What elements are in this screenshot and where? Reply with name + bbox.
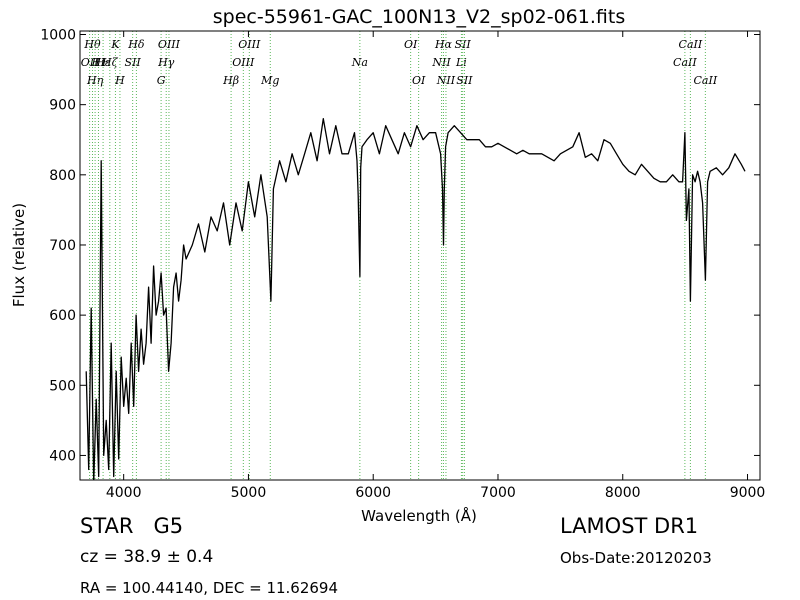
line-label: K: [110, 38, 120, 51]
chart-title: spec-55961-GAC_100N13_V2_sp02-061.fits: [213, 6, 625, 28]
line-label: NII: [431, 56, 451, 69]
line-label: Hε: [94, 56, 111, 69]
y-tick-label: 800: [49, 168, 76, 184]
y-tick-label: 900: [49, 98, 76, 114]
line-label: OIII: [238, 38, 261, 51]
line-label: Li: [455, 56, 467, 69]
y-tick-label: 700: [49, 238, 76, 254]
classification: STAR G5: [80, 514, 203, 538]
line-label: NII: [436, 74, 456, 87]
line-label: OI: [404, 38, 418, 51]
line-label: CaII: [679, 38, 703, 51]
redshift-cz: cz = 38.9 ± 0.4: [80, 547, 214, 567]
y-tick-label: 400: [49, 448, 76, 464]
line-label: CaII: [673, 56, 697, 69]
line-label: SII: [456, 74, 473, 87]
spectrum-series: [85, 118, 746, 480]
line-label: OIII: [232, 56, 255, 69]
line-label: OI: [412, 74, 426, 87]
line-label: H: [114, 74, 125, 87]
line-label: Hθ: [83, 38, 101, 51]
axes: 4000 5000 6000 7000 8000 9000 400 500 600 700 800 9…: [40, 28, 765, 501]
observation-date: Obs-Date:20120203: [560, 549, 712, 567]
plot-frame: [79, 30, 761, 481]
line-label: Mg: [260, 74, 279, 87]
x-tick-label: 7000: [480, 485, 516, 501]
spectral-line-markers: OIIHθHηHιHεHζKHSIIHδGHγOIIIHβOIIIOIIIMgN…: [81, 31, 718, 480]
y-tick-label: 600: [49, 308, 76, 324]
line-label: Hι: [91, 56, 106, 69]
line-label: Hβ: [222, 74, 239, 87]
line-label: OII: [81, 56, 99, 69]
survey-name: LAMOST DR1: [560, 514, 699, 538]
line-label: SII: [125, 56, 142, 69]
y-tick-label: 500: [49, 378, 76, 394]
line-label: G: [157, 74, 166, 87]
line-label: Na: [351, 56, 368, 69]
line-label: Hα: [434, 38, 453, 51]
y-tick-label: 1000: [40, 28, 76, 44]
object-class: STAR: [80, 514, 134, 538]
x-tick-label: 4000: [106, 485, 142, 501]
line-label: SII: [455, 38, 472, 51]
line-label: Hδ: [127, 38, 145, 51]
x-tick-label: 9000: [730, 485, 766, 501]
line-label: Hη: [86, 74, 104, 87]
y-axis-label: Flux (relative): [10, 203, 28, 307]
coordinates: RA = 100.44140, DEC = 11.62694: [80, 579, 339, 597]
line-label: CaII: [694, 74, 718, 87]
x-tick-label: 6000: [355, 485, 391, 501]
x-axis-label: Wavelength (Å): [361, 506, 477, 525]
x-tick-label: 8000: [605, 485, 641, 501]
line-label: OIII: [158, 38, 181, 51]
object-subclass: G5: [153, 514, 184, 538]
spectrum-line: [85, 118, 746, 480]
line-label: Hγ: [157, 56, 175, 69]
line-label: Hζ: [101, 56, 119, 69]
x-tick-label: 5000: [231, 485, 267, 501]
